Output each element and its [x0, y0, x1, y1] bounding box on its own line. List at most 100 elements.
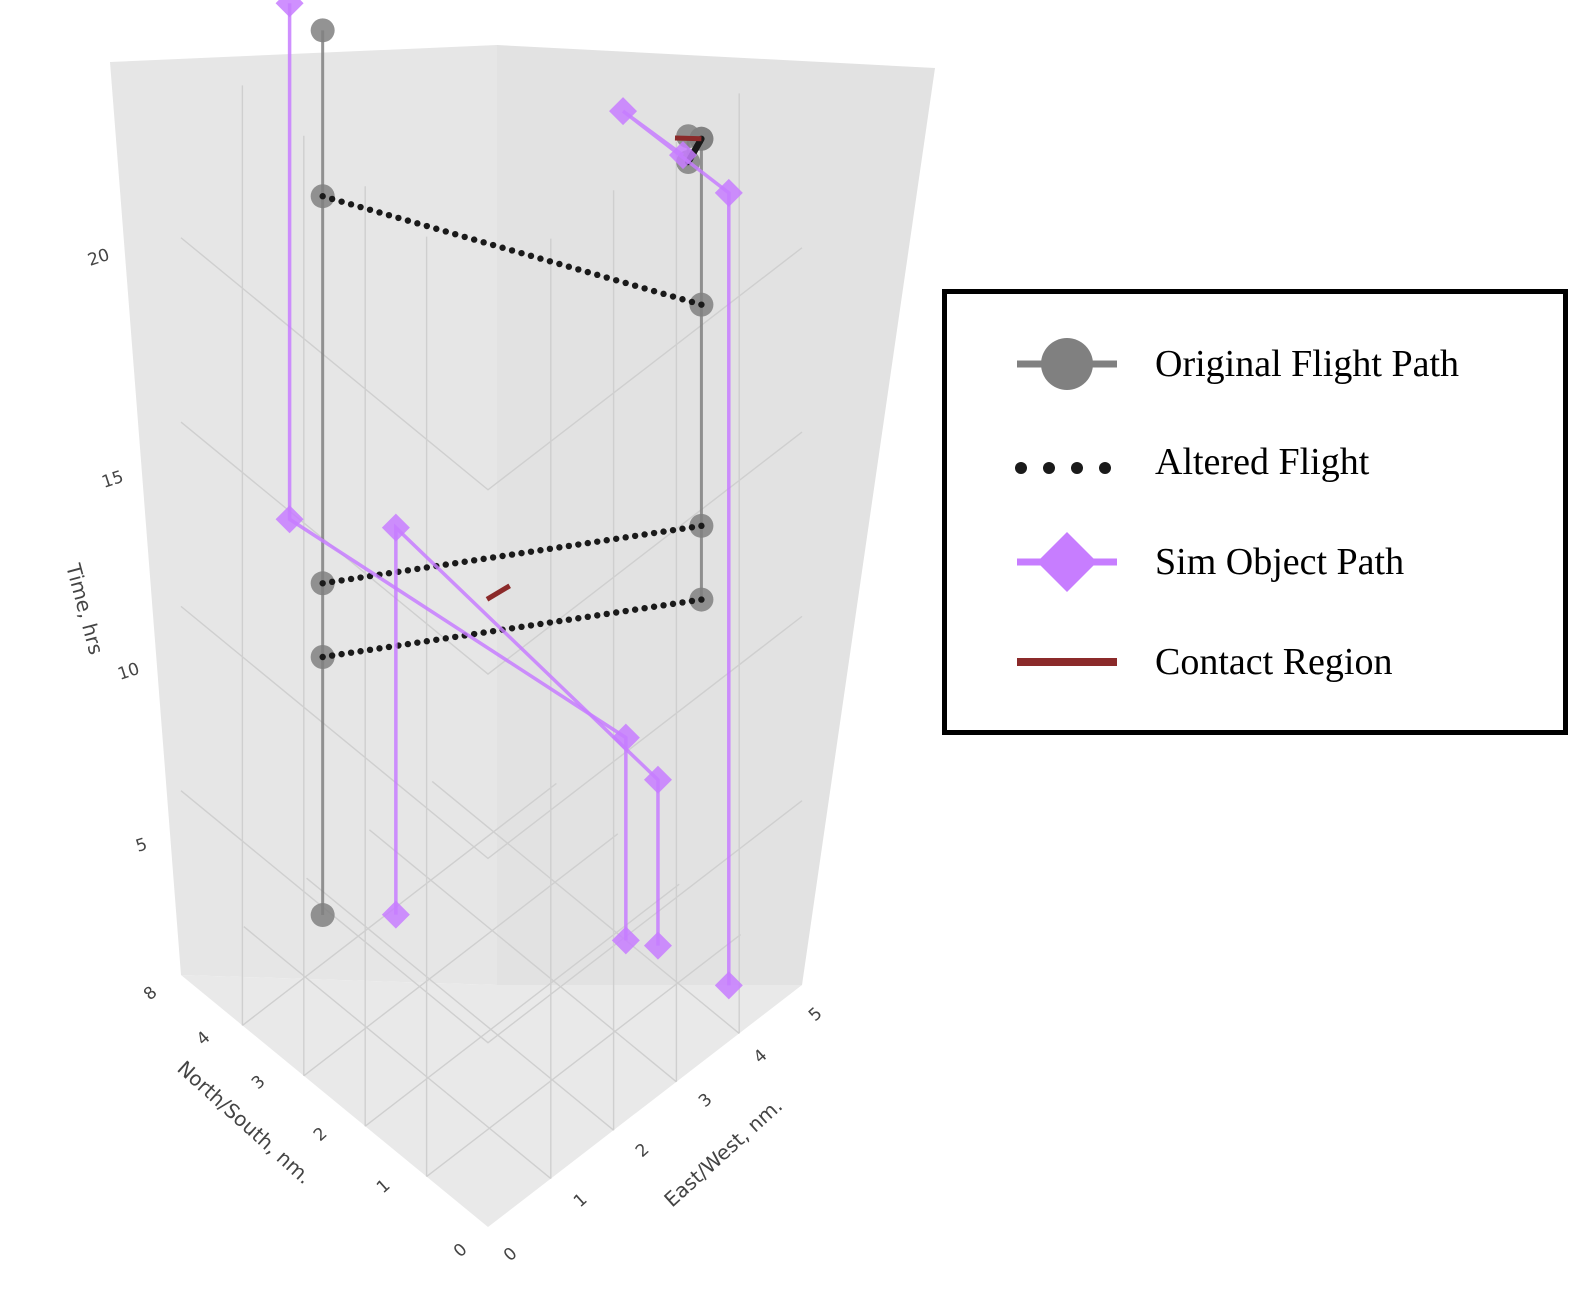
x-axis-title: East/West, nm. — [659, 1093, 787, 1211]
altered-dot-1-22 — [527, 548, 535, 555]
altered-dot-0-26 — [565, 263, 573, 270]
altered-dot-2-31 — [612, 609, 620, 616]
sim-point-5-1 — [275, 505, 304, 534]
altered-dot-2-36 — [660, 602, 667, 609]
altered-dot-2-10 — [414, 639, 421, 646]
altered-dot-1-34 — [641, 531, 648, 538]
altered-dot-0-6 — [376, 209, 383, 216]
altered-dot-0-38 — [679, 296, 686, 303]
altered-dot-0-27 — [575, 266, 582, 273]
sim-point-4-1 — [381, 513, 410, 542]
altered-dot-0-36 — [660, 290, 667, 298]
altered-dot-0-34 — [641, 285, 648, 292]
altered-dot-0-23 — [537, 255, 544, 262]
contact-segment-0 — [485, 583, 511, 602]
y-tick-1: 1 — [373, 1176, 394, 1198]
altered-dot-0-14 — [452, 230, 459, 238]
altered-dot-1-11 — [423, 564, 431, 571]
altered-dot-2-3 — [347, 649, 355, 656]
altered-dot-1-36 — [660, 528, 667, 535]
altered-dot-1-25 — [556, 544, 563, 551]
sim-point-6-1 — [714, 178, 743, 207]
altered-dot-0-20 — [508, 247, 516, 254]
series-marks — [275, 0, 743, 1000]
legend-label-original: Original Flight Path — [1155, 343, 1459, 385]
altered-dot-1-24 — [546, 545, 554, 553]
altered-dot-2-29 — [594, 612, 601, 619]
altered-dot-2-0 — [319, 653, 326, 661]
altered-dot-0-19 — [499, 244, 506, 251]
altered-dot-1-0 — [319, 580, 326, 587]
y-axis-title: North/South, nm. — [173, 1056, 317, 1189]
altered-dot-1-28 — [584, 539, 591, 547]
sim-path-line-5 — [287, 3, 628, 941]
altered-dot-1-39 — [688, 524, 696, 531]
y-tick-4: 4 — [193, 1028, 214, 1050]
y-tick-8: 8 — [140, 983, 161, 1005]
legend-label-contact: Contact Region — [1155, 641, 1393, 683]
altered-dot-1-33 — [631, 532, 639, 540]
altered-dot-0-2 — [338, 198, 345, 205]
altered-dot-0-40 — [698, 301, 705, 308]
altered-dot-1-20 — [508, 551, 516, 558]
altered-dot-0-18 — [489, 241, 497, 249]
altered-dot-2-30 — [603, 610, 610, 618]
altered-dot-0-0 — [319, 193, 326, 200]
altered-dot-2-35 — [650, 603, 658, 610]
altered-dot-2-5 — [366, 646, 374, 654]
altered-dot-1-10 — [414, 565, 421, 573]
legend-label-altered: Altered Flight — [1155, 441, 1370, 483]
altered-dot-2-2 — [338, 650, 345, 658]
altered-dot-1-16 — [470, 557, 478, 564]
y-tick-2: 2 — [310, 1124, 331, 1146]
altered-dot-2-14 — [452, 633, 459, 641]
altered-dot-0-21 — [518, 249, 525, 257]
legend-glyph-altered — [1015, 462, 1111, 474]
altered-dot-1-37 — [669, 526, 677, 534]
altered-dot-2-17 — [480, 629, 487, 636]
grid-line-ew-floor-4 — [431, 780, 740, 1034]
grid-line-time-2 — [180, 421, 803, 675]
x-tick-2: 2 — [632, 1140, 653, 1162]
altered-dot-0-31 — [612, 277, 620, 284]
z-tick-10: 10 — [115, 659, 142, 685]
altered-dot-1-23 — [537, 547, 544, 554]
original-point-0-0 — [310, 903, 335, 928]
sim-path-line-4 — [394, 523, 660, 946]
x-tick-4: 4 — [750, 1046, 771, 1068]
grid-line-ew-floor-2 — [306, 877, 615, 1131]
altered-dot-1-7 — [385, 570, 393, 577]
altered-dot-2-23 — [537, 620, 544, 628]
altered-dot-2-21 — [518, 623, 525, 631]
x-tick-0: 0 — [500, 1244, 521, 1266]
altered-dot-0-32 — [622, 279, 629, 287]
altered-dot-0-13 — [442, 228, 449, 235]
sim-point-4-0 — [381, 900, 410, 929]
altered-dot-2-32 — [622, 607, 629, 615]
altered-dot-1-40 — [698, 522, 705, 530]
scene-planes — [110, 45, 935, 1227]
altered-dot-0-25 — [556, 260, 563, 268]
grid-line-ew-floor-1 — [243, 926, 552, 1180]
sim-point-6-0 — [714, 971, 743, 1000]
y-tick-3: 3 — [248, 1072, 269, 1094]
legend-entry-original: Original Flight Path — [947, 334, 1563, 394]
altered-dot-2-12 — [433, 636, 440, 643]
altered-dot-1-18 — [489, 554, 497, 561]
legend-glyph-original — [1017, 338, 1117, 390]
altered-dot-1-4 — [357, 574, 364, 581]
altered-dot-1-29 — [594, 538, 601, 545]
altered-dot-0-28 — [584, 268, 591, 276]
sim-point-6-2 — [609, 97, 638, 126]
altered-dot-0-5 — [366, 206, 374, 213]
altered-dot-0-9 — [404, 217, 412, 224]
grid-line-ns-floor-3 — [303, 833, 619, 1077]
grid-line-time-0 — [180, 790, 803, 1044]
altered-dot-1-21 — [518, 549, 525, 557]
altered-dot-2-13 — [442, 635, 449, 642]
y-tick-0: 0 — [450, 1240, 471, 1262]
altered-dot-1-1 — [328, 578, 336, 586]
sim-point-5-2 — [611, 723, 640, 752]
altered-dot-0-33 — [631, 282, 639, 289]
